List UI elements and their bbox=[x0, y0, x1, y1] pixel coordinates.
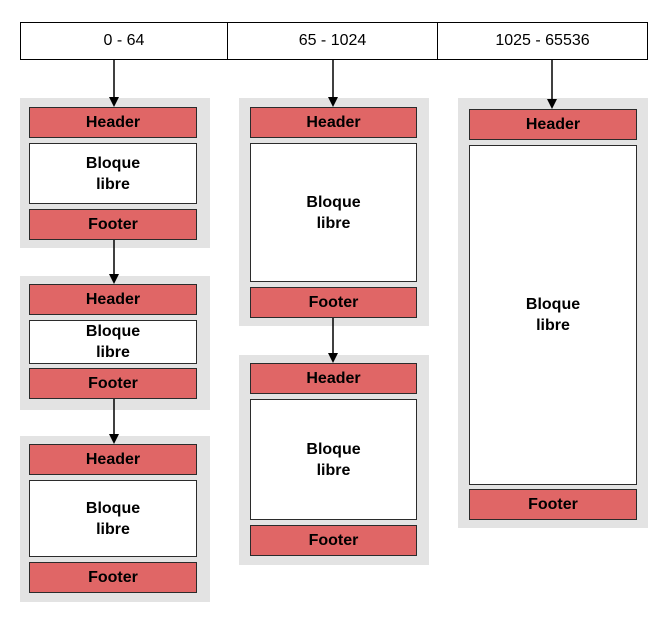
block-header: Header bbox=[29, 107, 197, 138]
free-block-label-line1: Bloque bbox=[306, 440, 361, 458]
range-cell-large: 1025 - 65536 bbox=[438, 22, 648, 60]
range-cell-medium: 65 - 1024 bbox=[228, 22, 438, 60]
block-footer: Footer bbox=[250, 525, 417, 556]
free-block-body: Bloque libre bbox=[29, 480, 197, 557]
free-block-body: Bloque libre bbox=[29, 320, 197, 364]
block-footer: Footer bbox=[29, 562, 197, 593]
range-cell-small: 0 - 64 bbox=[20, 22, 228, 60]
block-header: Header bbox=[29, 284, 197, 315]
block-footer: Footer bbox=[29, 368, 197, 399]
free-block-label-line2: libre bbox=[96, 175, 130, 193]
free-block-label-line1: Bloque bbox=[85, 499, 141, 517]
block-header: Header bbox=[469, 109, 637, 140]
free-block-label-line1: Bloque bbox=[306, 193, 361, 211]
free-block-body: Bloque libre bbox=[29, 143, 197, 204]
free-block-label-line2: libre bbox=[96, 520, 130, 538]
block-header: Header bbox=[250, 363, 417, 394]
free-block-label-line2: libre bbox=[316, 214, 351, 232]
free-block-body: Bloque libre bbox=[469, 145, 637, 485]
free-block-label-line1: Bloque bbox=[85, 154, 141, 172]
block-header: Header bbox=[250, 107, 417, 138]
block-footer: Footer bbox=[29, 209, 197, 240]
free-block-label-line2: libre bbox=[536, 317, 570, 334]
free-block-body: Bloque libre bbox=[250, 143, 417, 282]
block-footer: Footer bbox=[250, 287, 417, 318]
block-header: Header bbox=[29, 444, 197, 475]
block-footer: Footer bbox=[469, 489, 637, 520]
free-block-label-line1: Bloque bbox=[85, 323, 141, 340]
free-block-label-line2: libre bbox=[96, 344, 130, 361]
free-block-body: Bloque libre bbox=[250, 399, 417, 520]
free-block-label-line2: libre bbox=[316, 461, 351, 479]
free-block-label-line1: Bloque bbox=[525, 296, 581, 313]
